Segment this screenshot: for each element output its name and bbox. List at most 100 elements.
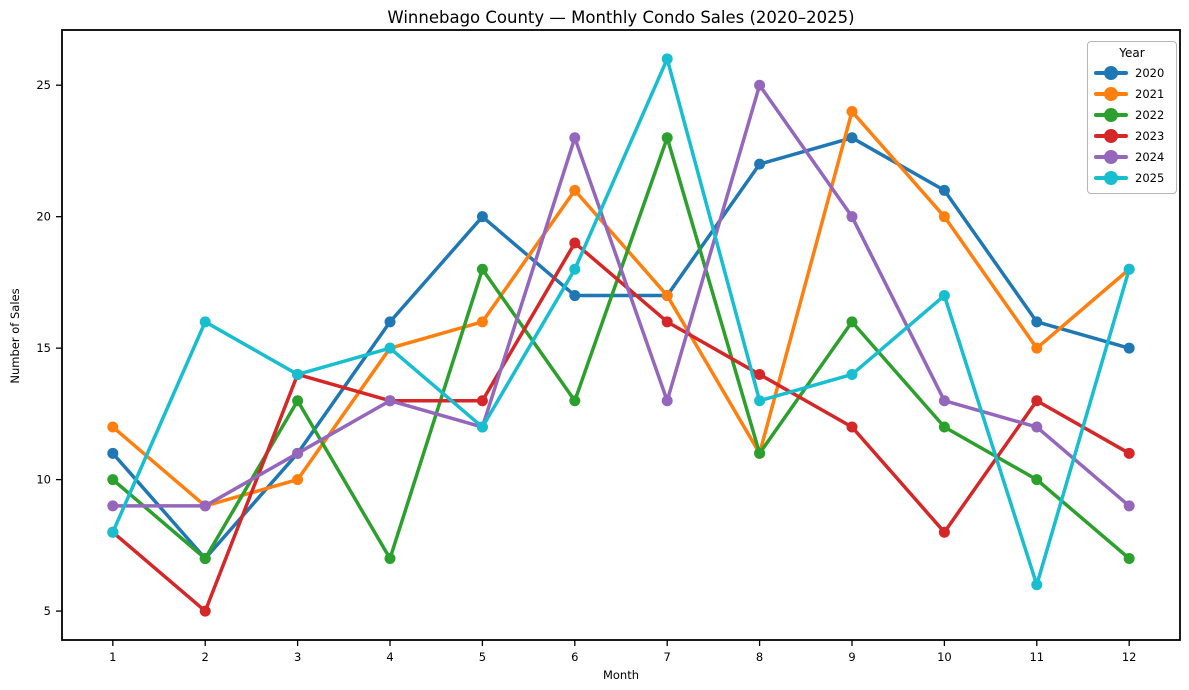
series-marker-2022-m9 (846, 316, 858, 328)
series-marker-2020-m5 (476, 211, 488, 223)
series-line-2025 (111, 57, 1131, 587)
series-marker-2020-m12 (1123, 342, 1135, 354)
y-axis-label: Number of Sales (8, 288, 22, 384)
legend-item-2020: 2020 (1094, 62, 1170, 83)
y-tick-label: 5 (44, 604, 51, 618)
series-marker-2020-m4 (384, 316, 396, 328)
series-marker-2022-m10 (938, 421, 950, 433)
series-marker-2020-m8 (754, 158, 766, 170)
legend-marker-icon (1104, 86, 1118, 101)
series-marker-2022-m11 (1031, 474, 1043, 486)
legend-item-2021: 2021 (1094, 83, 1170, 104)
series-marker-2025-m7 (661, 53, 673, 65)
series-marker-2025-m1 (107, 526, 119, 538)
x-tick-label: 1 (109, 650, 116, 664)
y-tick-label: 10 (36, 473, 51, 487)
series-marker-2020-m6 (569, 290, 581, 302)
series-marker-2023-m11 (1031, 395, 1043, 407)
series-marker-2025-m8 (754, 395, 766, 407)
series-marker-2020-m10 (938, 184, 950, 196)
series-marker-2024-m3 (292, 447, 304, 459)
series-marker-2021-m3 (292, 474, 304, 486)
legend-swatch-2023 (1094, 128, 1128, 143)
series-marker-2025-m10 (938, 290, 950, 302)
legend-swatch-2022 (1094, 107, 1128, 122)
legend-label: 2023 (1135, 128, 1165, 143)
chart-title: Winnebago County — Monthly Condo Sales (… (387, 8, 855, 27)
x-tick-label: 5 (479, 650, 486, 664)
x-tick-label: 4 (386, 650, 393, 664)
series-marker-2020-m9 (846, 132, 858, 144)
series-marker-2020-m1 (107, 447, 119, 459)
series-marker-2025-m6 (569, 263, 581, 275)
legend-title: Year (1119, 46, 1145, 60)
series-marker-2023-m2 (199, 605, 211, 617)
series-marker-2024-m6 (569, 132, 581, 144)
legend: Year 2020 2021 2022 2023 2024 2025 (1087, 41, 1177, 194)
series-marker-2025-m3 (292, 368, 304, 380)
series-marker-2021-m7 (661, 290, 673, 302)
series-marker-2025-m5 (476, 421, 488, 433)
x-tick-label: 7 (664, 650, 671, 664)
x-tick-label: 12 (1122, 650, 1137, 664)
x-tick-label: 8 (756, 650, 763, 664)
legend-item-2025: 2025 (1094, 167, 1170, 188)
legend-swatch-2025 (1094, 170, 1128, 185)
y-tick-label: 25 (36, 78, 51, 92)
legend-label: 2024 (1135, 149, 1165, 164)
legend-marker-icon (1104, 65, 1118, 80)
series-marker-2025-m11 (1031, 579, 1043, 591)
legend-label: 2022 (1135, 107, 1165, 122)
series-marker-2022-m3 (292, 395, 304, 407)
series-marker-2022-m1 (107, 474, 119, 486)
series-marker-2022-m5 (476, 263, 488, 275)
legend-marker-icon (1104, 170, 1118, 185)
series-marker-2023-m7 (661, 316, 673, 328)
series-marker-2024-m8 (754, 79, 766, 91)
legend-item-2024: 2024 (1094, 146, 1170, 167)
series-marker-2021-m9 (846, 106, 858, 118)
legend-swatch-2020 (1094, 65, 1128, 80)
series-marker-2024-m4 (384, 395, 396, 407)
legend-items: 2020 2021 2022 2023 2024 2025 (1094, 62, 1170, 188)
series-marker-2023-m9 (846, 421, 858, 433)
legend-item-2022: 2022 (1094, 104, 1170, 125)
series-marker-2024-m10 (938, 395, 950, 407)
series-line-2023 (111, 241, 1131, 613)
series-line-2022 (111, 136, 1131, 561)
x-tick-label: 2 (202, 650, 209, 664)
series-marker-2024-m1 (107, 500, 119, 512)
series-marker-2021-m6 (569, 184, 581, 196)
series-marker-2023-m6 (569, 237, 581, 249)
legend-marker-icon (1104, 107, 1118, 122)
series-marker-2022-m4 (384, 552, 396, 564)
series-marker-2025-m12 (1123, 263, 1135, 275)
series-marker-2020-m11 (1031, 316, 1043, 328)
x-tick-label: 6 (571, 650, 578, 664)
x-tick-label: 11 (1029, 650, 1044, 664)
legend-label: 2021 (1135, 86, 1165, 101)
plot-frame (61, 29, 1181, 641)
x-tick-label: 9 (848, 650, 855, 664)
series-marker-2024-m11 (1031, 421, 1043, 433)
legend-swatch-2021 (1094, 86, 1128, 101)
series-marker-2023-m12 (1123, 447, 1135, 459)
series-marker-2024-m9 (846, 211, 858, 223)
series-marker-2021-m10 (938, 211, 950, 223)
series-marker-2023-m8 (754, 368, 766, 380)
series-marker-2022-m12 (1123, 552, 1135, 564)
series-marker-2024-m7 (661, 395, 673, 407)
series-marker-2021-m11 (1031, 342, 1043, 354)
legend-swatch-2024 (1094, 149, 1128, 164)
legend-label: 2020 (1135, 65, 1165, 80)
series-line-2020 (111, 136, 1130, 561)
series-marker-2025-m2 (199, 316, 211, 328)
y-tick-label: 20 (36, 210, 51, 224)
series-marker-2021-m5 (476, 316, 488, 328)
series-line-2021 (111, 109, 1131, 508)
y-tick-label: 15 (36, 341, 51, 355)
series-marker-2024-m12 (1123, 500, 1135, 512)
series-line-2024 (112, 83, 1131, 508)
